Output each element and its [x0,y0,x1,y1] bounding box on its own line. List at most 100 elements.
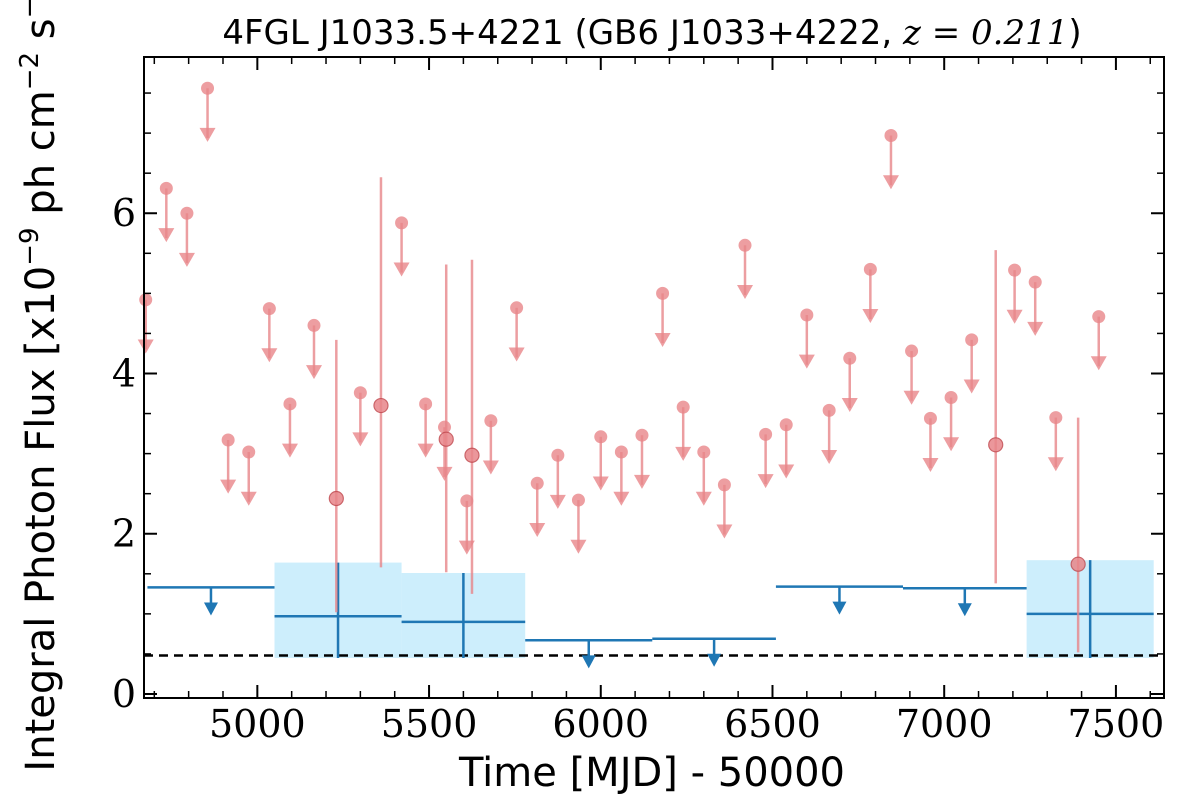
short-bin-arrow-head [943,437,960,452]
x-tick-label: 5000 [209,702,306,746]
short-bin-arrow-head [158,228,175,243]
short-bin-upper-limit [676,400,690,414]
short-bin-upper-limit [551,448,565,462]
short-bin-upper-limit [779,418,793,432]
short-bin-arrow-head [695,491,712,506]
short-bin-upper-limit [697,445,711,459]
short-bin-upper-limit [635,428,649,442]
axes-frame [143,56,1165,699]
short-bin-arrow-head [436,466,453,481]
short-bin-upper-limit [905,344,919,358]
y-tick-label: 6 [112,191,136,235]
short-bin-arrow-head [1090,356,1107,371]
y-tick-label: 4 [112,351,136,395]
short-bin-upper-limit [395,216,409,230]
short-bin-arrow-head [178,252,195,267]
short-bin-arrow-head [654,333,671,348]
short-bin-detection [464,447,480,463]
long-bin-arrow-head [203,602,218,616]
x-tick-label: 7000 [896,702,993,746]
short-bin-upper-limit [717,478,731,492]
long-bin-arrow-head [581,655,596,669]
short-bin-arrow-head [613,491,630,506]
short-bin-detection [328,490,344,507]
short-bin-arrow-head [675,446,692,461]
short-bin-arrow-head [306,365,322,380]
short-bin-arrow-head [352,432,369,447]
x-axis: 5000 5500 6000 6500 7000 7500 [153,57,1165,746]
short-bin-arrow-head [1006,309,1023,324]
short-bin-arrow-head [482,460,499,475]
short-bin-arrow-head [1027,321,1044,336]
short-bin-arrow-head [922,458,939,473]
short-bin-upper-limit [139,293,153,307]
short-bin-upper-limit [1028,275,1042,289]
short-bin-arrow-head [281,443,298,458]
short-bin-upper-limit [438,420,452,434]
short-bin-arrow-head [549,494,566,509]
short-bin-arrow-head [417,443,434,458]
short-bin-upper-limit [510,301,524,315]
short-bin-upper-limit [571,493,585,507]
short-bin-arrow-head [737,284,754,299]
plot-frame [143,56,1165,699]
short-bin-upper-limit [944,391,958,405]
short-bin-upper-limit [738,238,752,252]
short-bin-upper-limit [822,403,836,417]
short-bin-arrow-head [393,262,410,277]
long-bin-arrow-head [707,653,722,667]
short-bin-upper-limit [923,411,937,425]
short-bin-upper-limit [221,433,235,447]
short-bin-arrow-head [220,479,237,494]
short-bin-upper-limit [884,129,898,143]
x-tick-label: 7500 [1068,702,1165,746]
short-bin-upper-limit [614,445,628,459]
short-bin-arrow-head [1047,457,1064,472]
short-bin-arrow-head [757,474,774,489]
short-bin-arrow-head [963,379,980,394]
short-bin-upper-limit [460,494,474,508]
y-tick-label: 0 [112,672,136,716]
short-bin-detection [373,397,389,414]
short-bin-upper-limit [843,351,857,365]
short-bin-arrow-head [862,309,879,324]
short-bin-upper-limit [1049,411,1063,425]
x-tick-label: 5500 [381,702,478,746]
short-bin-arrow-head [633,474,650,489]
short-bin-detection [988,437,1004,453]
short-bin-upper-limit [283,397,297,411]
short-bin-upper-limit [800,308,814,322]
short-bin-upper-limit [656,286,670,300]
short-bin-upper-limit [1008,263,1022,277]
short-bin-upper-limit [759,427,773,441]
short-bin-arrow-head [798,354,815,369]
short-bin-detection [1070,556,1086,572]
y-axis: 0 2 4 6 [112,92,1164,716]
short-bin-arrow-head [240,491,257,506]
short-bin-arrow-head [199,127,216,142]
plot-area [137,81,1164,669]
short-bin-arrow-head [716,524,733,539]
short-bin-upper-limit [353,386,367,400]
short-bin-upper-limit [484,414,498,428]
short-bin-arrow-head [841,397,858,412]
short-bin-upper-limit [307,318,321,332]
short-bin-upper-limit [242,445,256,459]
x-tick-label: 6000 [552,702,649,746]
short-bin-upper-limit [863,262,877,276]
long-bin-arrow-head [832,601,847,615]
short-bin-arrow-head [778,464,795,479]
short-bin-detection [438,431,454,447]
short-bin-arrow-head [821,450,838,465]
short-bin-upper-limit [594,430,608,444]
y-axis-label: Integral Photon Flux [x10−9 ph cm−2 s−1] [15,0,64,772]
short-bin-upper-limit [965,333,979,347]
short-bin-upper-limit [1092,310,1106,324]
x-tick-label: 6500 [724,702,821,746]
long-bin-arrow-head [957,603,972,617]
short-bin-arrow-head [903,390,920,405]
short-bin-arrow-head [137,339,154,354]
short-bin-upper-limit [180,206,194,220]
short-bin-upper-limit [159,181,173,195]
short-bin-arrow-head [882,175,899,190]
